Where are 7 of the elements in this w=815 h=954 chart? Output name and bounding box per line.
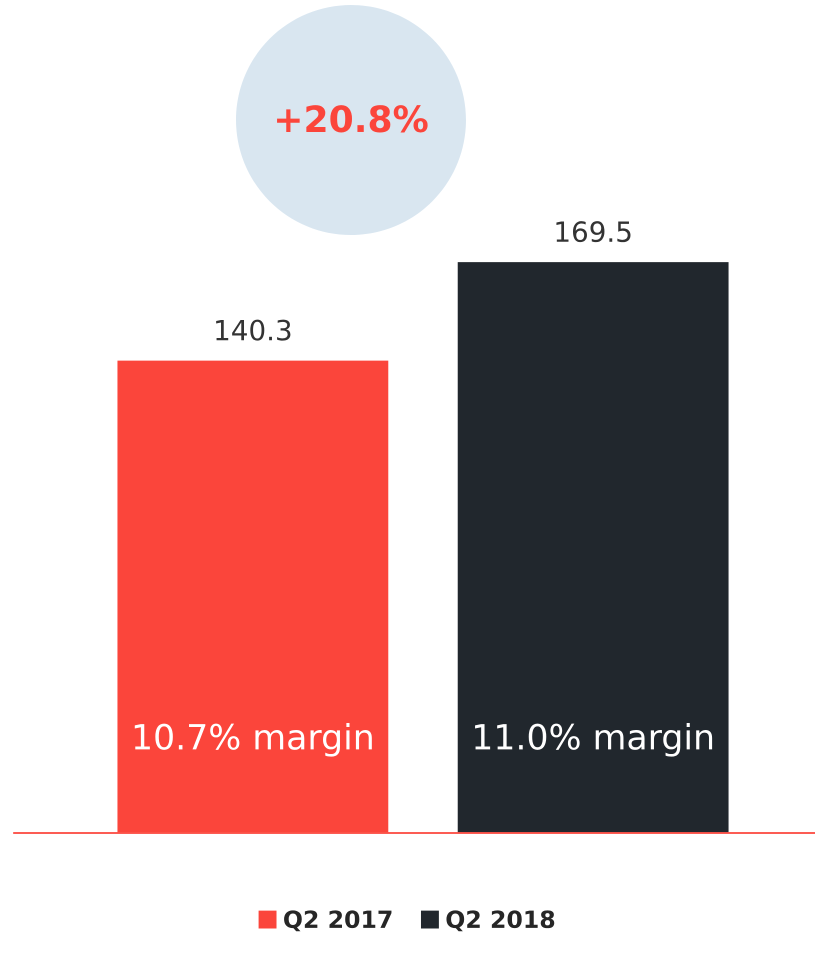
legend-label: Q2 2018: [446, 910, 554, 932]
text: +20.8%: [277, 105, 428, 132]
data-label: 140.3: [216, 320, 290, 341]
data-label: 169.5: [556, 221, 630, 242]
annotation: 11.0% margin: [475, 723, 712, 757]
legend-label: Q2 2017: [284, 910, 392, 932]
annotation: 10.7% margin: [134, 723, 372, 757]
